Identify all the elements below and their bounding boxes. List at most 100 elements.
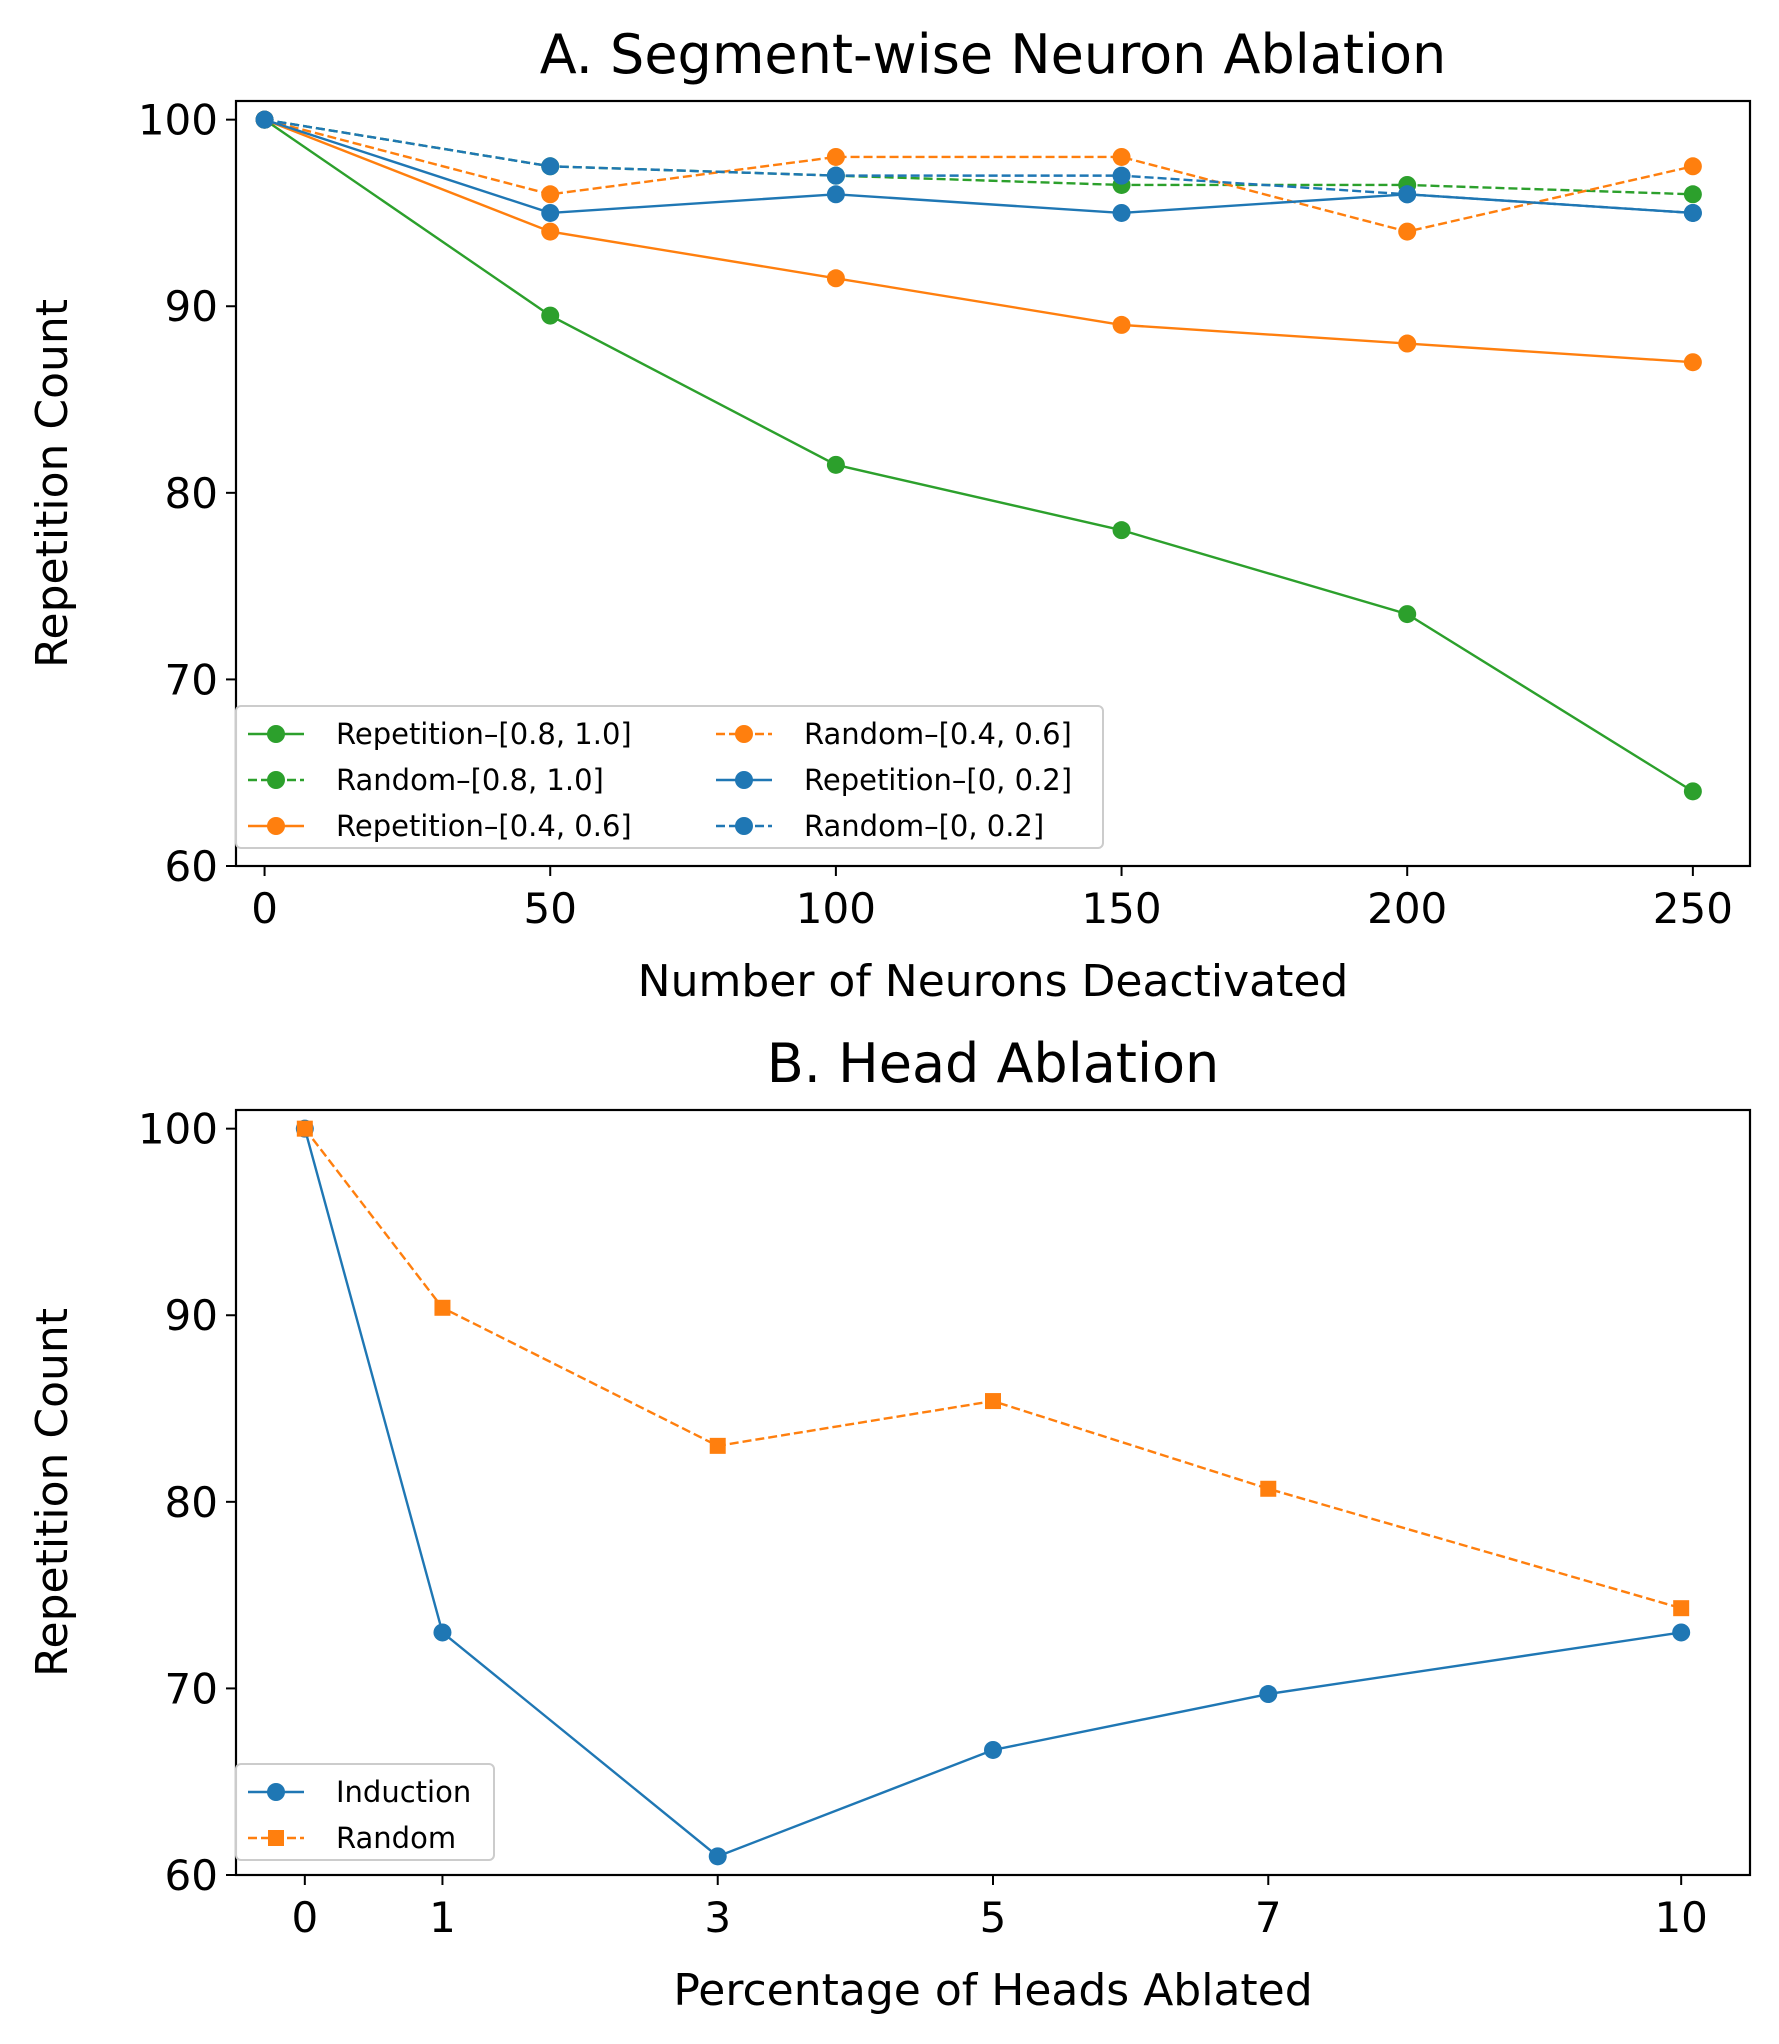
legend-item: Repetition–[0, 0.2]	[716, 763, 1072, 797]
data-point	[541, 222, 560, 241]
data-point	[541, 306, 560, 325]
legend-marker	[268, 1830, 284, 1846]
series-line	[264, 118, 1693, 215]
chart-title: A. Segment-wise Neuron Ablation	[540, 23, 1447, 86]
series-random	[296, 1120, 1690, 1617]
plot-frame	[234, 99, 1752, 868]
data-point	[541, 185, 560, 204]
x-tick-label: 50	[523, 884, 576, 933]
legend-label: Random–[0, 0.2]	[804, 809, 1044, 843]
plot-frame	[234, 1108, 1752, 1877]
legend-marker	[267, 1783, 285, 1801]
series-repetition-0-4-0-6	[255, 110, 1702, 372]
y-tick-label: 60	[165, 842, 218, 891]
x-axis-label: Number of Neurons Deactivated	[638, 956, 1349, 1007]
chart-title: B. Head Ablation	[767, 1032, 1220, 1095]
y-axis-label: Repetition Count	[27, 299, 78, 668]
legend-box	[235, 705, 1104, 849]
y-tick-label: 60	[165, 1851, 218, 1900]
legend-item: Random–[0.4, 0.6]	[716, 717, 1072, 751]
legend-label: Random–[0.4, 0.6]	[804, 717, 1072, 751]
series-line	[303, 1127, 1682, 1610]
x-tick-label: 250	[1653, 884, 1733, 933]
legend-marker	[267, 725, 285, 743]
legend-marker	[735, 817, 753, 835]
x-tick-label: 7	[1255, 1893, 1282, 1942]
data-point	[255, 110, 274, 129]
chart-b: B. Head Ablation 0 1 3 5 7 10 60 70 80 90 100 Percen…	[27, 1032, 1752, 2016]
series-line	[264, 118, 1694, 233]
y-tick-label: 90	[165, 282, 218, 331]
legend-marker	[267, 817, 285, 835]
legend-label: Random	[336, 1821, 456, 1855]
data-point	[826, 147, 845, 166]
data-point	[1683, 203, 1702, 222]
legend-item: Repetition–[0.4, 0.6]	[248, 809, 632, 843]
data-point	[1398, 334, 1417, 353]
series-random-0-8-1-0	[255, 110, 1702, 204]
data-point	[984, 1740, 1002, 1759]
legend-label: Repetition–[0.8, 1.0]	[336, 717, 632, 751]
y-tick-label: 80	[165, 1478, 218, 1527]
legend-marker	[267, 771, 285, 789]
x-tick-label: 10	[1654, 1893, 1707, 1942]
data-point	[1683, 185, 1702, 204]
data-point	[709, 1437, 726, 1454]
x-tick-label: 200	[1367, 884, 1447, 933]
data-point	[1259, 1685, 1278, 1704]
y-tick-label: 90	[165, 1291, 218, 1340]
data-point	[1112, 203, 1131, 222]
data-point	[434, 1299, 451, 1316]
data-point	[1683, 353, 1702, 372]
data-point	[1398, 222, 1417, 241]
series-line	[263, 118, 1694, 793]
series-random-0-0-2	[255, 110, 1702, 222]
x-tick-label: 0	[251, 884, 278, 933]
data-point	[826, 455, 845, 474]
legend-label: Induction	[336, 1775, 471, 1809]
y-axis-label: Repetition Count	[27, 1308, 78, 1677]
x-tick-label: 1	[429, 1893, 456, 1942]
data-point	[1112, 166, 1131, 185]
data-point	[296, 1120, 313, 1137]
data-point	[826, 269, 845, 288]
legend-item: Random–[0, 0.2]	[716, 809, 1044, 843]
legend: Repetition–[0.8, 1.0] Random–[0.8, 1.0] Re…	[235, 705, 1104, 849]
x-tick-label: 150	[1081, 884, 1161, 933]
x-tick-label: 100	[796, 884, 876, 933]
x-axis-label: Percentage of Heads Ablated	[673, 1965, 1312, 2016]
legend-marker	[735, 725, 753, 743]
series-line	[264, 118, 1693, 215]
legend-item: Random	[248, 1821, 456, 1855]
data-point	[1112, 315, 1131, 334]
data-point	[826, 185, 845, 204]
series-line	[264, 118, 1693, 196]
data-point	[433, 1623, 452, 1642]
series-induction	[295, 1119, 1691, 1866]
data-point	[1683, 157, 1702, 176]
legend: Induction Random	[235, 1763, 495, 1861]
series-line	[303, 1128, 1682, 1858]
legend-label: Repetition–[0, 0.2]	[804, 763, 1072, 797]
legend-box	[235, 1763, 495, 1861]
legend-marker	[735, 771, 753, 789]
legend-label: Random–[0.8, 1.0]	[336, 763, 604, 797]
data-point	[1398, 185, 1417, 204]
data-point	[826, 166, 845, 185]
data-point	[1398, 605, 1417, 624]
data-point	[985, 1393, 1001, 1410]
x-tick-label: 0	[291, 1893, 318, 1942]
x-tick-label: 5	[980, 1893, 1007, 1942]
y-tick-label: 100	[138, 96, 218, 145]
data-point	[1673, 1600, 1690, 1617]
legend-item: Random–[0.8, 1.0]	[248, 763, 604, 797]
y-tick-label: 80	[165, 469, 218, 518]
data-point	[1683, 782, 1702, 801]
legend-label: Repetition–[0.4, 0.6]	[336, 809, 632, 843]
y-tick-label: 70	[165, 1664, 218, 1713]
series-repetition-0-0-2	[255, 110, 1702, 222]
data-point	[1112, 147, 1131, 166]
series-line	[264, 118, 1693, 364]
data-point	[541, 157, 560, 176]
